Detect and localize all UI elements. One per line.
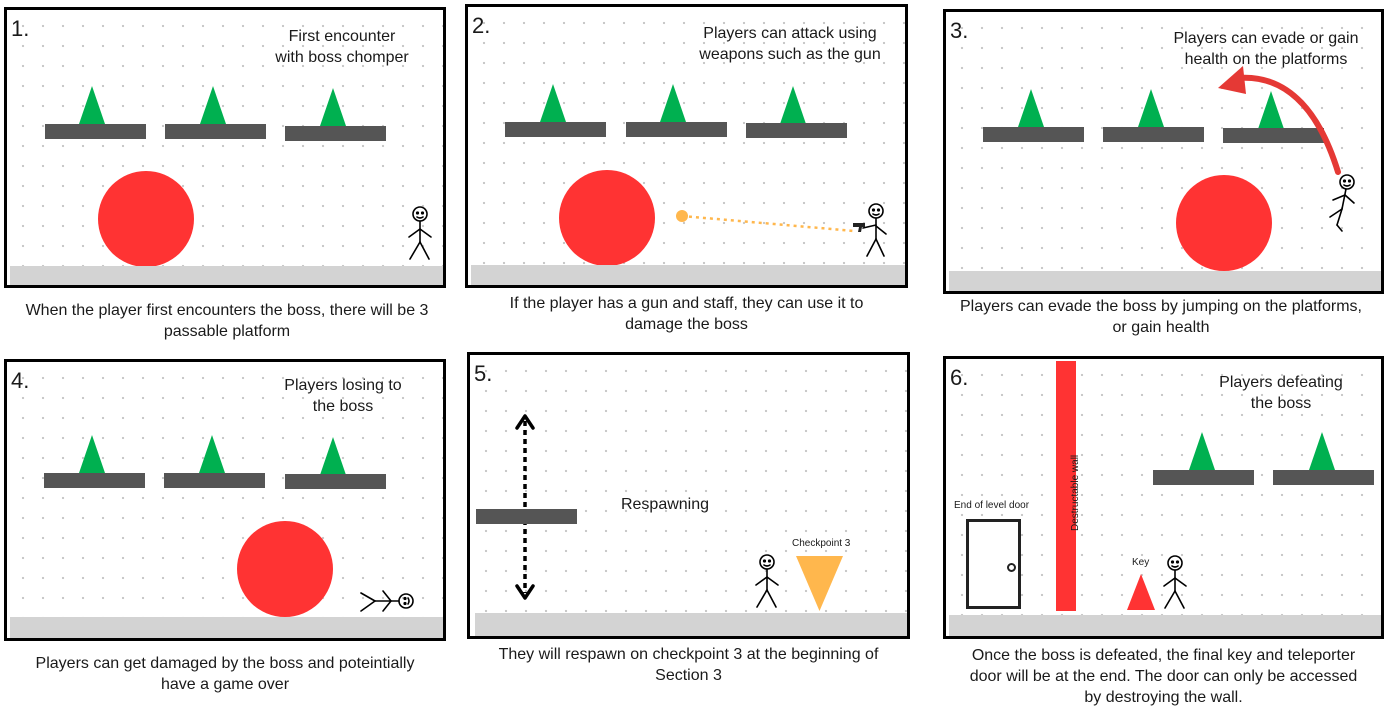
player-defeated <box>360 590 414 612</box>
panel-number: 1. <box>11 16 30 41</box>
platform <box>1103 127 1204 142</box>
panel-note: Players defeating the boss <box>1219 374 1343 412</box>
ground <box>10 617 443 638</box>
health-pickup <box>1138 89 1164 127</box>
panel-caption: They will respawn on checkpoint 3 at the… <box>498 646 879 684</box>
boss-chomper <box>559 170 655 266</box>
panel-caption: Players can get damaged by the boss and … <box>35 655 415 693</box>
ground <box>10 266 443 285</box>
door-label: End of level door <box>954 500 1030 511</box>
health-pickup <box>320 437 346 475</box>
platform <box>746 123 847 138</box>
wall-label: Destructable wall <box>1070 454 1081 531</box>
panel-note: First encounter with boss chomper <box>275 28 409 66</box>
panel-3: 3. Players can evade or gain health on t… <box>943 9 1384 294</box>
panel-number: 5. <box>474 361 493 386</box>
health-pickup <box>200 86 226 124</box>
destructable-wall: Destructable wall <box>1056 361 1081 611</box>
panel-note: Players can evade or gain health on the … <box>1173 30 1359 68</box>
panel-caption: Players can evade the boss by jumping on… <box>960 298 1362 336</box>
health-pickup <box>199 435 225 473</box>
jump-arrow <box>1218 66 1341 175</box>
health-pickup <box>1189 432 1215 470</box>
player-stick-figure <box>408 206 432 260</box>
door-knob <box>1007 563 1016 572</box>
bullet-trajectory <box>676 210 855 233</box>
ground <box>949 271 1381 291</box>
panel-number: 3. <box>950 18 969 43</box>
panel-caption: Once the boss is defeated, the final key… <box>969 647 1358 706</box>
panel-number: 6. <box>950 365 969 390</box>
ground <box>949 615 1381 636</box>
ground <box>471 265 905 285</box>
health-pickup <box>79 86 105 124</box>
panel-note: Players losing to the boss <box>284 377 402 415</box>
panel-4: 4. Players losing to the boss <box>4 359 446 641</box>
panel-caption: When the player first encounters the bos… <box>25 302 429 340</box>
panel-2: 2. Players can attack using weapons such… <box>465 4 908 288</box>
health-pickup <box>1018 89 1044 127</box>
player-stick-figure <box>755 554 779 608</box>
panel-number: 2. <box>472 13 491 38</box>
platform <box>626 122 727 137</box>
key-label: Key <box>1132 557 1150 568</box>
panel-number: 4. <box>11 368 30 393</box>
panel-note: Respawning <box>620 496 710 513</box>
health-pickup <box>780 86 806 124</box>
checkpoint-label: Checkpoint 3 <box>792 538 851 549</box>
panel-6: 6. Players defeating the boss End of lev… <box>943 356 1384 639</box>
moving-platform-arrow <box>515 414 535 600</box>
boss-chomper <box>1176 175 1272 271</box>
player-with-gun <box>853 203 887 257</box>
end-of-level-door <box>966 519 1021 609</box>
panel-note: Players can attack using weapons such as… <box>699 25 881 63</box>
platform <box>1153 470 1254 485</box>
panel-caption: If the player has a gun and staff, they … <box>509 295 864 333</box>
checkpoint-marker <box>796 556 843 611</box>
panel-5: 5. Respawning Checkpoint 3 <box>467 352 910 639</box>
health-pickup <box>540 84 566 122</box>
platform <box>1223 128 1324 143</box>
player-jumping <box>1329 174 1355 232</box>
platform <box>44 473 145 488</box>
platform <box>164 473 265 488</box>
platform <box>165 124 266 139</box>
health-pickup <box>1258 91 1284 129</box>
health-pickup <box>1309 432 1335 470</box>
platform <box>983 127 1084 142</box>
key-item <box>1127 574 1155 610</box>
health-pickup <box>320 88 346 126</box>
platform <box>505 122 606 137</box>
platform <box>285 474 386 489</box>
platform <box>45 124 146 139</box>
health-pickup <box>660 84 686 122</box>
moving-platform <box>476 509 577 524</box>
health-pickup <box>79 435 105 473</box>
boss-chomper <box>237 521 333 617</box>
platform <box>1273 470 1374 485</box>
panel-1: 1. First encounter with boss chomper <box>4 7 446 288</box>
boss-chomper <box>98 171 194 267</box>
platform <box>285 126 386 141</box>
ground <box>475 613 907 636</box>
player-stick-figure <box>1163 555 1187 609</box>
